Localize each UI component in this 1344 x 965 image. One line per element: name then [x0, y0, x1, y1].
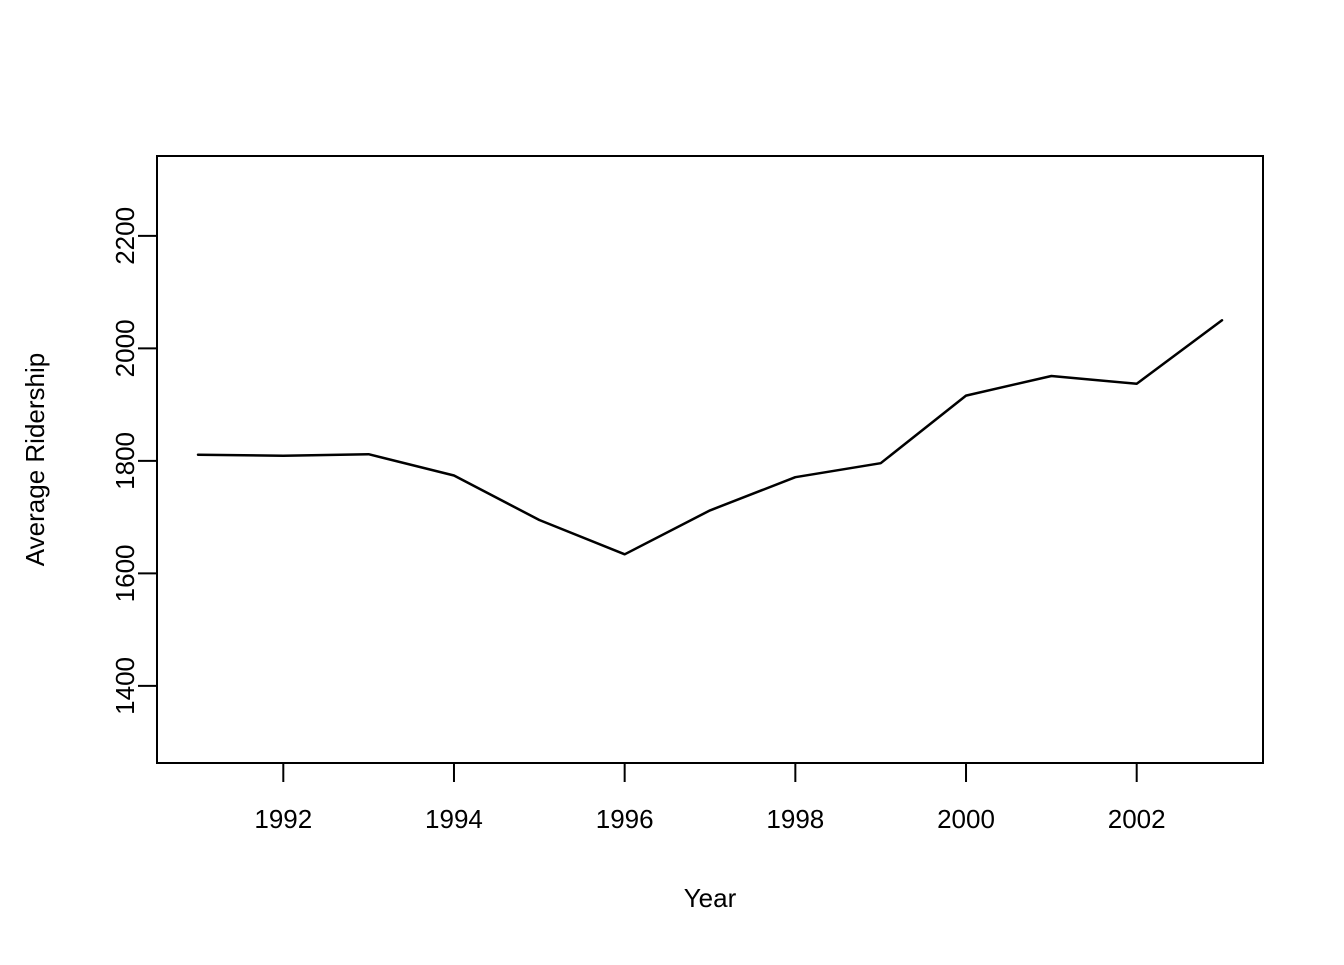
- x-tick-label: 2002: [1108, 804, 1166, 834]
- x-tick-label: 1996: [596, 804, 654, 834]
- x-tick-label: 1992: [254, 804, 312, 834]
- y-tick-label: 1600: [110, 544, 140, 602]
- y-tick-label: 2000: [110, 319, 140, 377]
- y-tick-label: 2200: [110, 207, 140, 265]
- y-axis-ticks: [138, 234, 157, 687]
- x-tick-label: 1998: [766, 804, 824, 834]
- x-tick-label: 1994: [425, 804, 483, 834]
- x-axis-ticks: [282, 763, 1138, 782]
- y-tick-label: 1800: [110, 432, 140, 490]
- plot-border: [156, 155, 1264, 764]
- x-axis-title: Year: [684, 883, 737, 913]
- y-tick-label: 1400: [110, 657, 140, 715]
- x-axis-tick-labels: 1992 1994 1996 1998 2000 2002: [254, 804, 1165, 834]
- y-axis-title: Average Ridership: [20, 353, 50, 566]
- y-axis-tick-labels: 1400 1600 1800 2000 2200: [110, 207, 140, 715]
- x-tick-label: 2000: [937, 804, 995, 834]
- ridership-series-line: [196, 319, 1224, 556]
